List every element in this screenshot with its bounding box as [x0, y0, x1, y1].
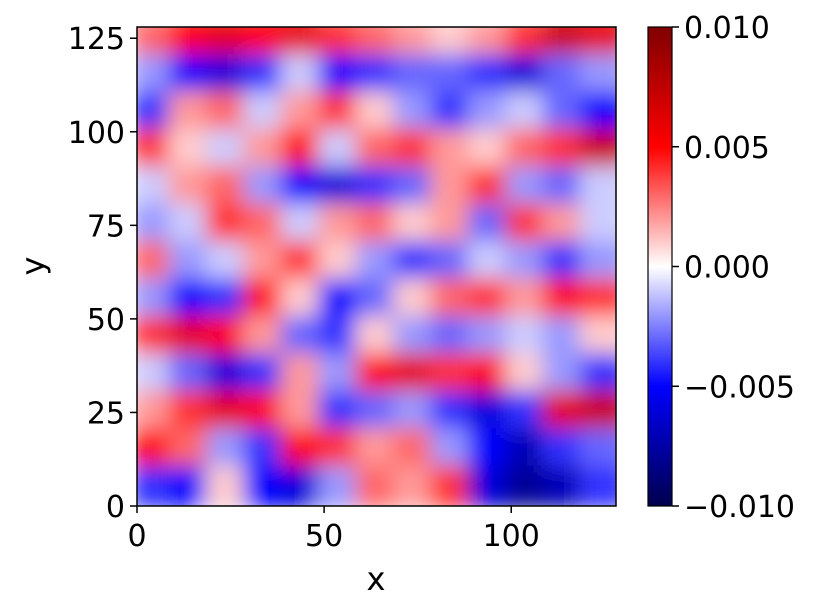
colorbar-ticks: 0.010 0.005 0.000 −0.005 −0.010	[672, 11, 795, 525]
heatmap-cell	[580, 91, 616, 135]
heatmap-cell	[580, 428, 616, 472]
y-tick-label: 100	[68, 116, 125, 151]
heatmap-cell	[580, 390, 616, 435]
plot-frame	[136, 26, 617, 507]
heatmap-cell	[580, 353, 616, 397]
heatmap-cell	[580, 53, 616, 98]
x-tick-label: 100	[483, 519, 540, 554]
heatmap-cell	[580, 278, 616, 322]
heatmap-cell	[580, 128, 616, 173]
heatmap-cell	[580, 315, 616, 360]
heatmap-cells	[137, 27, 616, 506]
heatmap-cell	[580, 166, 616, 210]
colorbar-tick-label: −0.005	[684, 370, 795, 405]
y-tick-label: 0	[106, 490, 125, 525]
heatmap-cell	[580, 203, 616, 248]
y-tick-label: 50	[87, 303, 125, 338]
x-tick-label: 0	[127, 519, 146, 554]
colorbar-gradient	[648, 27, 672, 506]
colorbar: 0.010 0.005 0.000 −0.005 −0.010	[647, 11, 795, 525]
colorbar-tick-label: 0.005	[684, 131, 770, 166]
x-tick-label: 50	[305, 519, 343, 554]
heatmap-cell	[580, 27, 616, 60]
y-axis-ticks: 0 25 50 75 100 125	[68, 22, 137, 525]
y-tick-label: 25	[87, 396, 125, 431]
colorbar-tick-label: 0.010	[684, 11, 770, 46]
y-axis-label: y	[14, 257, 52, 276]
x-axis-ticks: 0 50 100	[127, 506, 540, 554]
y-tick-label: 75	[87, 209, 125, 244]
x-axis-label: x	[367, 560, 386, 598]
colorbar-tick-label: 0.000	[684, 251, 770, 286]
y-tick-label: 125	[68, 22, 125, 57]
colorbar-tick-label: −0.010	[684, 490, 795, 525]
heatmap-plot-area	[137, 27, 616, 506]
heatmap-cell	[580, 465, 616, 506]
heatmap-cell	[580, 241, 616, 285]
